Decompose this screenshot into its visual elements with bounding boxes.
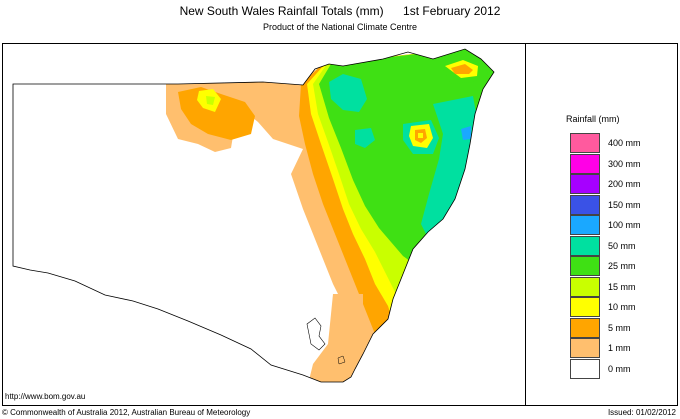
legend-label: 400 mm <box>608 138 641 148</box>
legend-swatch <box>570 174 600 194</box>
legend-label: 300 mm <box>608 158 641 169</box>
act-border <box>306 317 326 351</box>
zone-100mm <box>461 126 471 140</box>
map-subtitle: Product of the National Climate Centre <box>262 22 418 32</box>
legend-label: 10 mm <box>608 302 636 312</box>
legend-label: 15 mm <box>608 281 636 292</box>
copyright-text: © Commonwealth of Australia 2012, Austra… <box>2 408 251 417</box>
legend-swatch <box>570 297 600 317</box>
legend-label: 100 mm <box>608 220 641 230</box>
zone-50mm-north <box>329 74 367 112</box>
legend-label: 25 mm <box>608 261 636 271</box>
rainfall-map <box>12 48 495 383</box>
legend-label: 1 mm <box>608 343 631 353</box>
legend-title: Rainfall (mm) <box>566 114 620 124</box>
legend-swatch <box>570 153 600 174</box>
rainfall-zones <box>13 49 494 382</box>
legend-swatch <box>570 235 600 256</box>
legend-swatch <box>570 133 600 153</box>
nsw-border <box>12 48 495 383</box>
legend-swatch <box>570 215 600 235</box>
zone-15mm-west <box>206 96 215 105</box>
title-text: New South Wales Rainfall Totals (mm) <box>179 4 384 18</box>
issued-date: Issued: 01/02/2012 <box>607 408 676 417</box>
legend-label: 50 mm <box>608 240 636 251</box>
coastal-island <box>337 355 346 365</box>
zone-south-coast-1mm <box>303 294 363 382</box>
legend-swatch <box>570 276 600 297</box>
legend-divider <box>525 43 526 406</box>
legend-swatch <box>570 194 600 215</box>
legend-swatch <box>570 338 600 358</box>
legend-label: 150 mm <box>608 199 641 210</box>
legend-swatch <box>570 358 600 379</box>
zone-nw-corner-orange <box>451 64 473 74</box>
title-date: 1st February 2012 <box>403 4 501 18</box>
map-title: New South Wales Rainfall Totals (mm) 1st… <box>0 4 680 18</box>
legend-label: 0 mm <box>608 363 631 374</box>
website-link[interactable]: http://www.bom.gov.au <box>5 392 86 401</box>
zone-10mm-ring-core <box>418 133 423 138</box>
map-frame <box>2 43 678 406</box>
legend-label: 5 mm <box>608 322 631 333</box>
legend-swatch <box>570 256 600 276</box>
zone-50mm-central <box>355 128 375 148</box>
legend-swatch <box>570 317 600 338</box>
legend-label: 200 mm <box>608 179 641 189</box>
